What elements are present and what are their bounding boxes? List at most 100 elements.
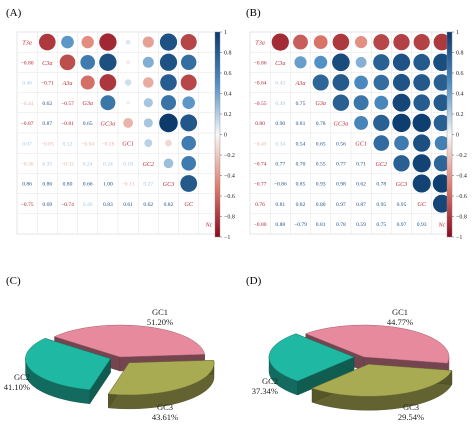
correlation-value: 0.82	[296, 202, 306, 208]
pie-label-value: 41.10%	[4, 382, 30, 392]
correlation-value: −0.64	[254, 81, 267, 87]
correlation-circle	[143, 98, 153, 108]
correlation-value: 1.00	[103, 182, 113, 188]
correlation-circle	[392, 53, 411, 71]
pie-label-value: 37.34%	[252, 386, 278, 396]
correlation-circle	[126, 100, 130, 105]
correlation-circle	[80, 75, 95, 90]
correlation-circle	[165, 139, 172, 147]
colorbar-tick-label: −0.4	[456, 174, 467, 180]
panel-label-d: (D)	[246, 275, 262, 287]
colorbar-tick-label: −1	[456, 235, 462, 241]
correlation-circle	[413, 53, 431, 71]
correlation-value: 0.78	[376, 182, 386, 188]
correlation-circle	[392, 73, 411, 92]
correlation-circle	[59, 54, 76, 71]
correlation-circle	[123, 117, 134, 128]
correlation-circle	[355, 36, 368, 49]
correlation-value: 0.56	[336, 141, 346, 147]
colorbar-tick-label: 0.4	[456, 92, 464, 98]
correlation-circle	[180, 175, 198, 192]
colorbar-tick-label: 0.2	[224, 112, 232, 118]
variable-label: T3a	[255, 40, 265, 47]
correlation-value: 0.77	[336, 162, 346, 168]
panel-label-a: (A)	[6, 7, 22, 19]
variable-label: Nc	[204, 221, 212, 228]
pie-slice-top	[53, 324, 206, 358]
correlation-value: 0.80	[63, 182, 73, 188]
pie-slice-top	[107, 359, 215, 396]
correlation-value: 0.07	[22, 141, 32, 147]
variable-label: C3a	[275, 60, 285, 67]
correlation-circle	[332, 53, 350, 72]
colorbar-tick-label: 0.2	[456, 112, 464, 118]
correlation-value: −0.44	[21, 101, 34, 107]
correlation-circle	[433, 74, 451, 91]
correlation-circle	[412, 113, 431, 133]
correlation-value: 0.97	[336, 202, 346, 208]
correlation-value: −0.74	[61, 202, 74, 208]
colorbar-b: 1 0.8 0.6 0.4 0.2 0 −0.2 −0.4 −0.6 −0.8 −1	[446, 30, 467, 241]
correlation-value: −0.57	[61, 101, 74, 107]
correlation-value: 0.46	[83, 202, 93, 208]
colorbar-tick-label: −0.4	[224, 174, 235, 180]
correlation-value: 0.93	[417, 222, 427, 228]
correlation-circle	[354, 75, 368, 90]
variable-label: G3a	[315, 100, 326, 107]
correlation-value: −0.74	[254, 162, 267, 168]
correlation-circle	[99, 53, 117, 71]
variable-label: T3a	[22, 40, 32, 47]
correlation-value: 0.77	[275, 162, 285, 168]
correlation-circle	[314, 55, 328, 69]
correlation-circle	[143, 118, 153, 128]
pie-label-name: GC2	[262, 376, 278, 386]
pie-slice-gc2	[107, 359, 215, 410]
correlation-value: −0.05	[41, 141, 54, 147]
colorbar-tick-label: 1	[456, 30, 459, 36]
correlation-circle	[294, 56, 307, 69]
pie-label-name: GC3	[157, 402, 173, 412]
correlation-circle	[293, 34, 308, 50]
correlation-value: 0.43	[275, 81, 285, 87]
pie-label-name: GC1	[152, 307, 168, 317]
correlation-circle	[374, 95, 389, 110]
correlation-circle	[81, 35, 94, 49]
correlation-circle	[181, 135, 196, 151]
pie-slice-gc3	[25, 338, 111, 405]
colorbar-tick-label: −0.8	[224, 215, 235, 221]
correlation-value: 0.35	[42, 162, 52, 168]
correlation-circle	[393, 155, 410, 172]
correlation-circle	[412, 174, 431, 193]
correlation-circle	[433, 94, 451, 112]
correlation-circle	[413, 33, 430, 51]
correlation-value: 0.65	[83, 121, 93, 127]
correlation-value: 0.24	[103, 162, 113, 168]
correlation-value: 0.54	[296, 141, 306, 147]
correlation-circle	[180, 54, 197, 71]
correlation-value: −0.75	[21, 202, 34, 208]
correlation-circle	[312, 74, 329, 91]
correlation-value: 0.97	[397, 222, 407, 228]
colorbar-tick-label: 0.8	[456, 51, 464, 57]
colorbar-tick-label: 0.8	[224, 51, 232, 57]
correlation-value: 0.46	[22, 81, 32, 87]
correlation-circle	[433, 33, 451, 51]
correlation-value: 0.12	[63, 141, 73, 147]
correlation-value: 0.90	[275, 121, 285, 127]
correlation-value: 0.81	[275, 202, 285, 208]
correlation-circle	[332, 33, 350, 51]
correlation-circle	[271, 33, 289, 51]
correlation-circle	[180, 114, 198, 132]
correlation-circle	[180, 34, 197, 51]
colorbar-tick-label: −1	[224, 235, 230, 241]
pie-label-value: 44.77%	[387, 317, 413, 327]
correlation-value: 0.69	[42, 202, 52, 208]
correlation-circle	[373, 54, 390, 71]
variable-label: GC2	[375, 161, 387, 168]
variable-label: C3a	[42, 60, 52, 67]
colorbar-tick-label: 0.6	[224, 71, 232, 77]
correlation-value: −0.71	[41, 81, 54, 87]
variable-label: A3a	[295, 80, 306, 87]
